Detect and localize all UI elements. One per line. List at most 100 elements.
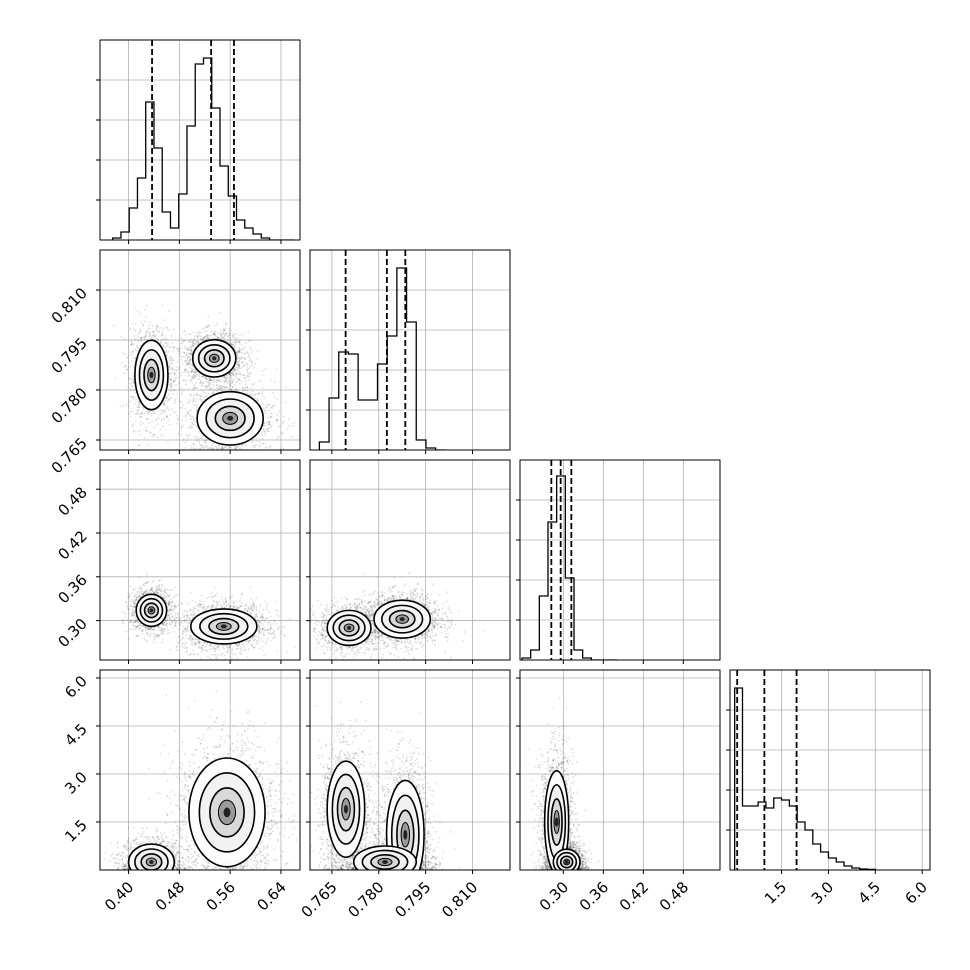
plot-area [100, 690, 298, 870]
histogram-bar [539, 596, 548, 660]
histogram-step [521, 475, 618, 660]
density-peak [403, 829, 408, 840]
x-tick-label: 6.0 [901, 878, 931, 908]
histogram-bar [813, 844, 821, 870]
density-peak [343, 804, 348, 814]
density-peak [223, 807, 231, 818]
histogram-bar [245, 228, 253, 240]
y-tick-label: 0.780 [48, 384, 91, 427]
density-peak [564, 860, 569, 864]
histogram-bar [179, 194, 187, 240]
contours [127, 757, 266, 870]
histogram-bar [836, 862, 844, 870]
histogram-step [112, 57, 295, 240]
x-tick-label: 0.780 [344, 878, 387, 921]
x-tick-label: 0.40 [101, 878, 137, 914]
axes-frame [519, 459, 721, 661]
plot-area [310, 572, 485, 660]
y-tick-label: 0.810 [48, 284, 91, 327]
y-tick-label: 3.0 [61, 768, 91, 798]
axes-frame [99, 669, 301, 871]
panel-p33: 1.5 3.0 4.5 6.0 [726, 669, 931, 908]
x-tick-label: 0.36 [576, 878, 612, 914]
histogram-bar [195, 64, 203, 240]
histogram-bar [170, 228, 178, 240]
gridlines [100, 250, 300, 450]
contours [135, 593, 258, 645]
panel-p31: 0.765 0.780 0.795 0.810 [298, 669, 511, 921]
axes-frame [729, 669, 931, 871]
histogram-step [318, 267, 446, 450]
histogram-bar [750, 806, 758, 870]
y-tick-label: 0.30 [54, 615, 90, 651]
axes-frame [99, 249, 301, 451]
density-peak [347, 625, 352, 630]
histogram-bar [821, 852, 829, 870]
density-peak [149, 608, 154, 613]
x-tick-label: 0.48 [656, 878, 692, 914]
axes-frame [309, 459, 511, 661]
histogram-bar [735, 688, 743, 870]
histogram-bar [253, 234, 261, 240]
plot-area [318, 250, 446, 450]
panel-p22 [516, 459, 721, 664]
histogram-bar [129, 208, 137, 240]
histogram-bar [774, 798, 782, 870]
axes-frame [99, 39, 301, 241]
histogram-bar [339, 352, 349, 450]
x-tick-label: 0.30 [536, 878, 572, 914]
axes-frame [519, 669, 721, 871]
y-tick-label: 0.765 [48, 434, 91, 477]
histogram-bar [348, 354, 358, 450]
plot-area [112, 40, 295, 240]
plot-area [521, 460, 618, 660]
histogram-bar [154, 148, 162, 240]
x-tick-label: 1.5 [761, 878, 791, 908]
contours [326, 599, 432, 647]
histogram-bar [237, 220, 245, 240]
histogram-bar [782, 800, 790, 870]
density-peak [149, 860, 154, 864]
histogram-bar [407, 322, 417, 450]
panel-p10: 0.810 0.795 0.780 0.765 [48, 249, 301, 477]
histogram-bar [212, 108, 220, 240]
histogram-bar [828, 858, 836, 870]
y-tick-label: 0.36 [54, 571, 90, 607]
x-tick-label: 4.5 [855, 878, 885, 908]
histogram-bar [228, 196, 236, 240]
histogram-bar [574, 650, 583, 660]
panel-p20: 0.48 0.42 0.36 0.30 [54, 459, 301, 664]
gridlines [730, 670, 930, 870]
histogram-bar [121, 232, 129, 240]
panel-p00 [96, 39, 301, 244]
density-peak [382, 860, 388, 864]
density-peak [212, 356, 217, 361]
histogram-bar [368, 400, 378, 450]
histogram-bar [319, 442, 329, 450]
histogram-step [734, 687, 876, 870]
panel-p30: 6.0 4.5 3.0 1.5 0.40 0.48 0.56 0.64 [61, 669, 301, 914]
histogram-bar [220, 166, 228, 240]
plot-area [528, 697, 600, 870]
contours [326, 760, 425, 870]
histogram-bar [805, 830, 813, 870]
y-tick-label: 4.5 [61, 720, 91, 750]
x-tick-label: 0.42 [616, 878, 652, 914]
y-tick-label: 0.42 [54, 527, 90, 563]
density-peak [227, 415, 234, 421]
plot-area [310, 701, 477, 870]
axes-frame [99, 459, 301, 661]
histogram-bar [531, 650, 540, 660]
histogram-bar [329, 398, 339, 450]
y-tick-label: 0.48 [54, 483, 90, 519]
x-tick-label: 0.48 [152, 878, 188, 914]
histogram-bar [416, 440, 426, 450]
panel-p21 [306, 459, 511, 664]
gridlines [520, 460, 720, 660]
gridlines [100, 40, 300, 240]
axes-frame [309, 249, 511, 451]
panel-p32: 0.30 0.36 0.42 0.48 [516, 669, 721, 914]
y-tick-label: 6.0 [61, 672, 91, 702]
density-peak [149, 371, 154, 379]
